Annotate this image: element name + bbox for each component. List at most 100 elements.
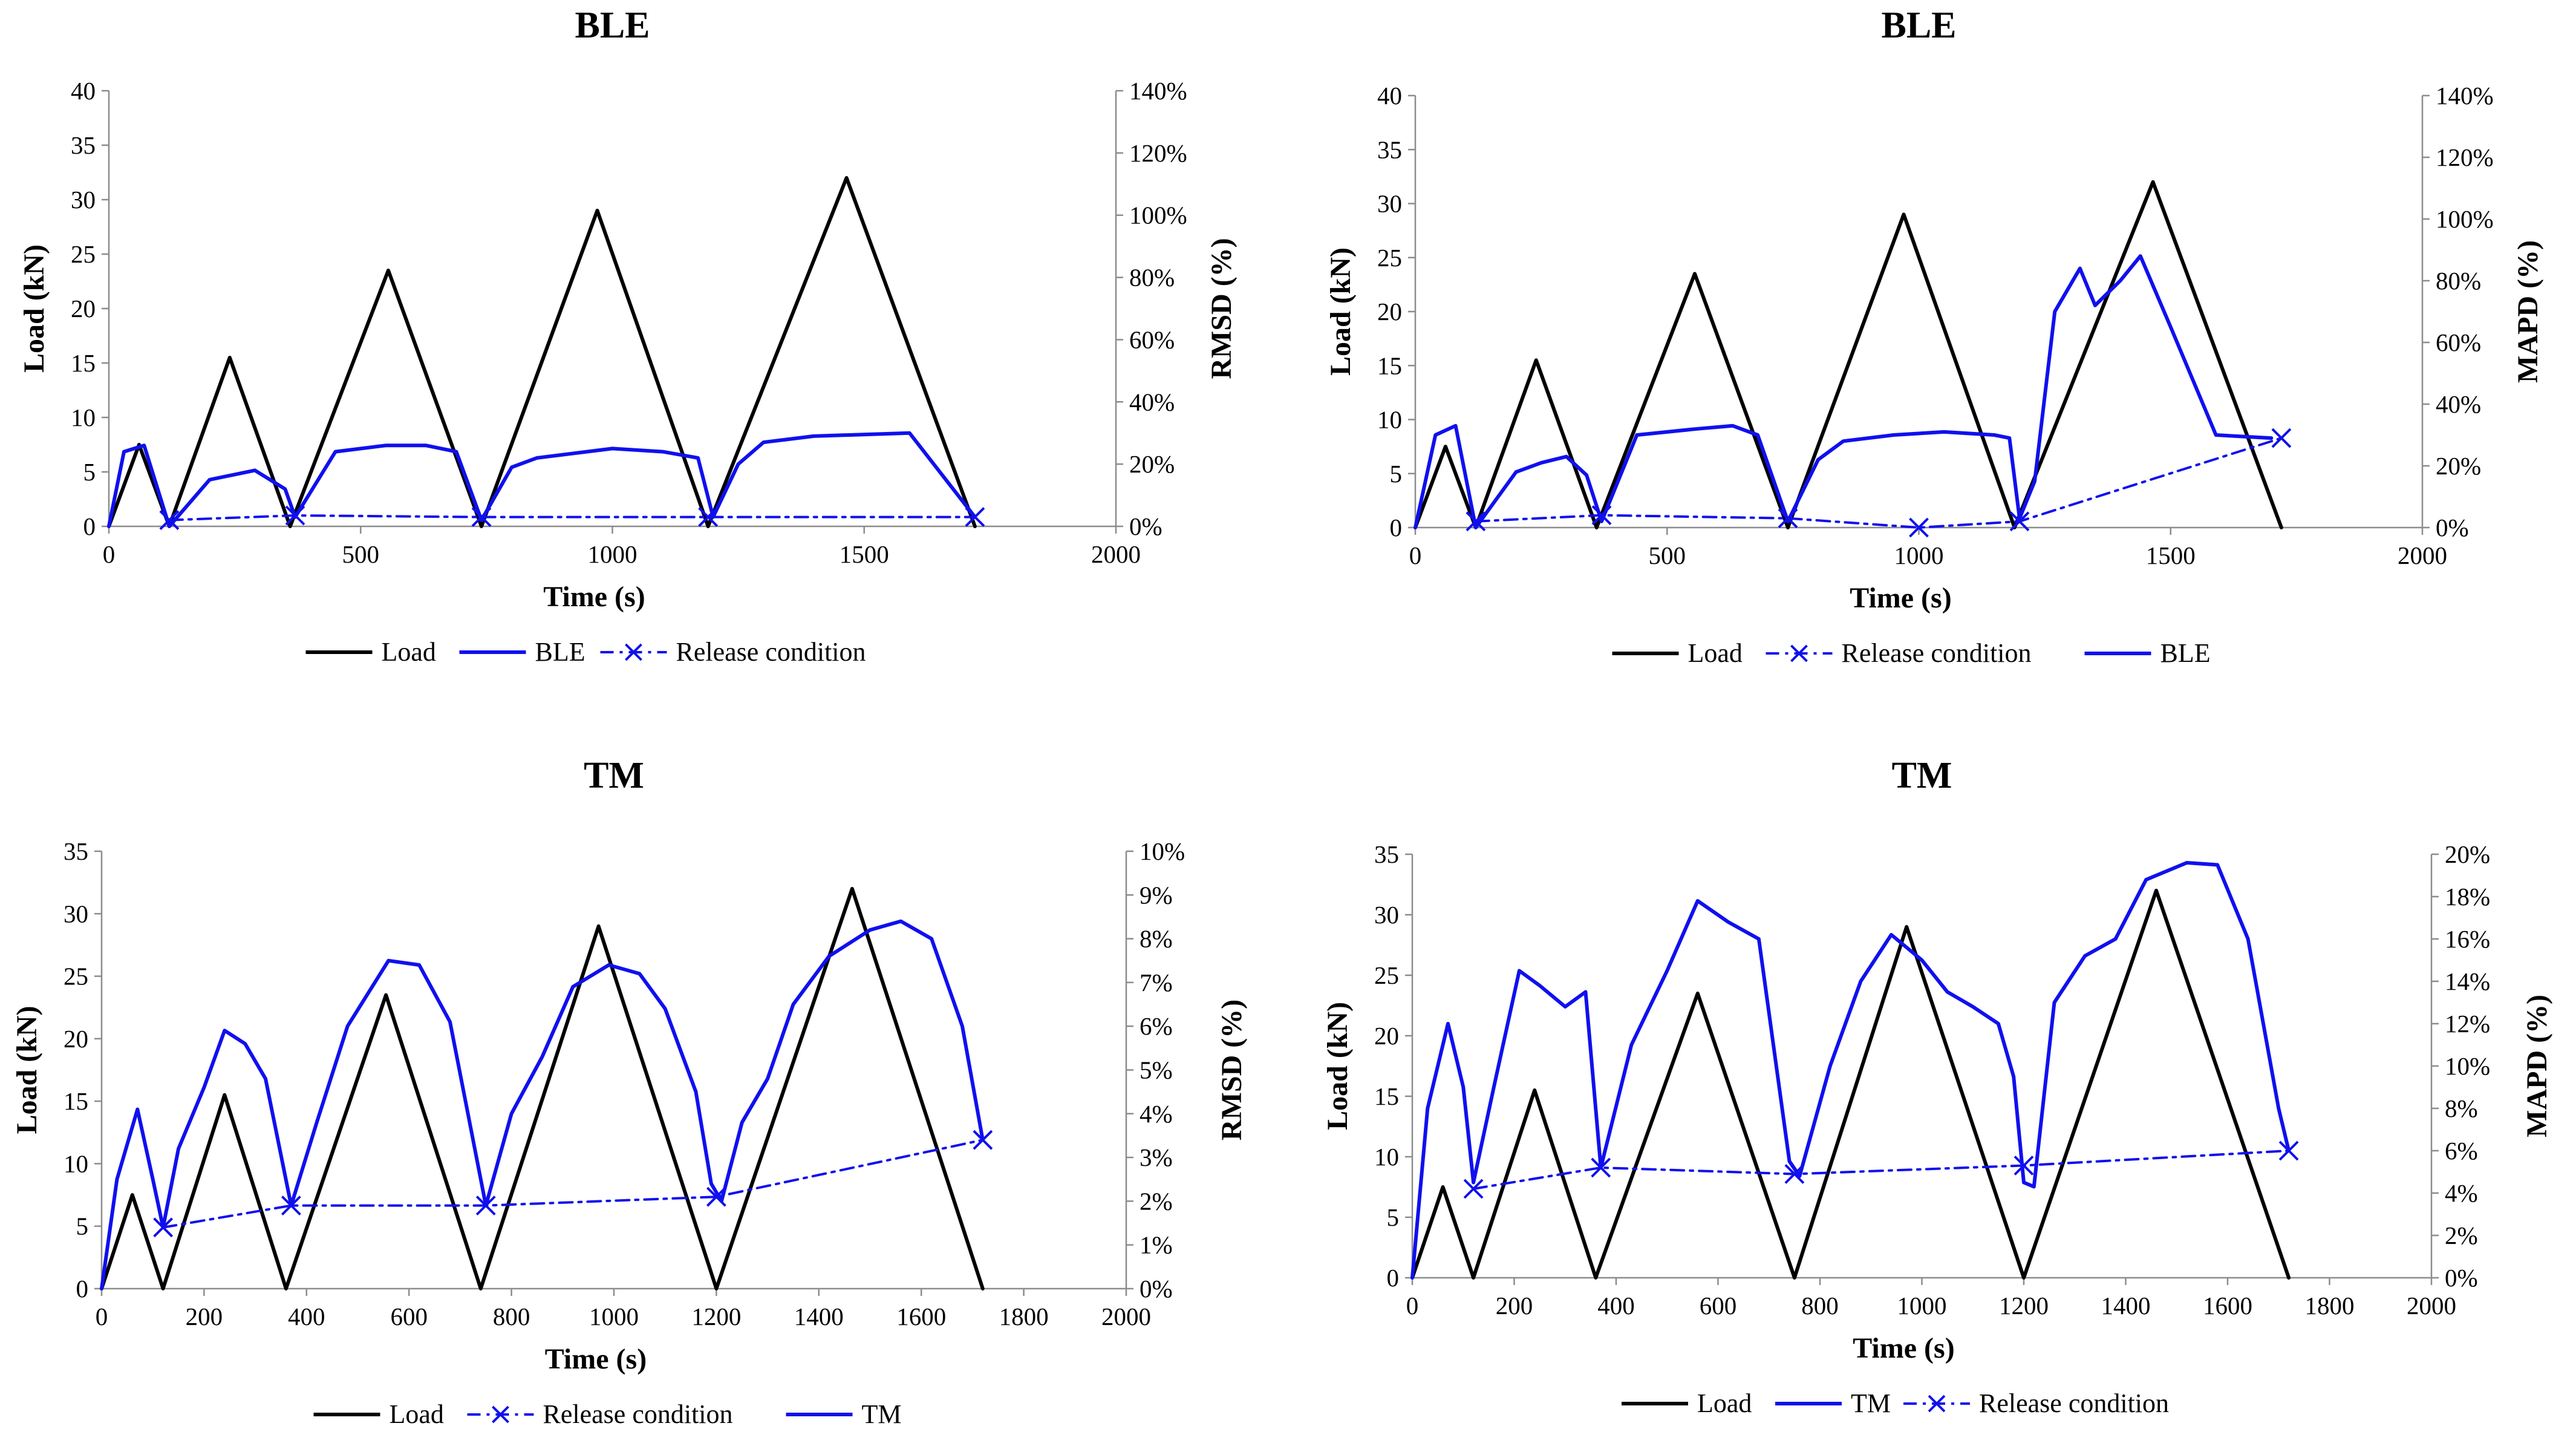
y-tick-label: 25 [1374,961,1399,989]
x-tick-label: 1000 [1897,1292,1947,1320]
y2-tick-label: 12% [2445,1010,2490,1038]
y-tick-label: 20 [1377,298,1402,325]
series-line-release-condition [1474,437,2283,529]
y2-tick-label: 0% [1140,1275,1173,1303]
x-tick-label: 1600 [2203,1292,2252,1320]
chart-tm-rmsd: TM 0 5 10 15 20 25 30 35 0% 1% 2% 3% 4% 5% 6% 7% 8% 9% 10% 0… [11,755,1248,1429]
y2-tick-label: 60% [1129,325,1175,353]
chart-panel-tm-mapd: TM 0 5 10 15 20 25 30 35 0% 2% 4% 6% 8% 10% 12% 14% 16% 18… [1306,750,2565,1452]
legend-label: Load [1688,638,1743,668]
x-tick-label: 1400 [2101,1292,2151,1320]
y2-tick-label: 60% [2436,329,2481,356]
y2-tick-label: 16% [2445,925,2490,953]
y2-tick-label: 4% [2445,1179,2478,1207]
y-axis-label: Load (kN) [18,244,50,373]
y-tick-label: 30 [64,900,88,927]
y2-tick-label: 0% [2445,1264,2478,1292]
legend-label: Load [382,637,436,667]
x-tick-label: 0 [96,1303,108,1330]
y2-tick-label: 80% [2436,267,2481,295]
y-tick-label: 35 [64,837,88,865]
chart-ble-rmsd: BLE 0 5 10 15 20 25 30 35 40 0% 20% 40% 60% 80% 100% 120… [18,5,1237,667]
y-tick-label: 15 [1377,352,1402,379]
y-axis-label: Load (kN) [11,1006,43,1134]
x-tick-label: 1800 [999,1303,1049,1330]
y-tick-label: 5 [1387,1203,1400,1231]
legend-label: TM [1851,1388,1891,1418]
x-tick-label: 200 [186,1303,223,1330]
y2-tick-label: 9% [1140,881,1173,909]
y-tick-label: 40 [71,77,96,105]
chart-title: TM [584,755,644,796]
x-tick-label: 500 [342,540,380,568]
x-tick-label: 1800 [2305,1292,2355,1320]
y2-tick-label: 7% [1140,969,1173,996]
y-tick-label: 0 [76,1275,89,1303]
y2-tick-label: 2% [1140,1187,1173,1215]
y-tick-label: 35 [1377,136,1402,163]
x-tick-label: 1500 [840,540,889,568]
y-tick-label: 10 [71,404,96,431]
chart-ble-mapd: BLE 0 5 10 15 20 25 30 35 40 0% 20% 40% 60% 80% 100% 120… [1325,5,2544,668]
x-tick-label: 2000 [1101,1303,1151,1330]
x-tick-label: 1000 [1894,541,1944,569]
y-axis-label: Load (kN) [1325,247,1357,376]
x-tick-label: 0 [1409,541,1422,569]
y-tick-label: 15 [64,1087,88,1115]
release-condition-marker [1466,511,1486,532]
y2-tick-label: 6% [2445,1137,2478,1165]
release-condition-marker [2009,511,2030,532]
chart-tm-mapd: TM 0 5 10 15 20 25 30 35 0% 2% 4% 6% 8% 10% 12% 14% 16% 18… [1322,755,2553,1418]
legend-label: Load [1697,1388,1752,1418]
series-line-release-condition [1472,1150,2291,1190]
y2-tick-label: 18% [2445,883,2490,911]
release-condition-marker [475,1195,496,1216]
x-axis-label: Time (s) [1853,1332,1954,1364]
x-tick-label: 0 [1406,1292,1419,1320]
y2-tick-label: 100% [2436,205,2494,233]
release-condition-marker [281,1195,301,1216]
x-tick-label: 200 [1496,1292,1533,1320]
y-tick-label: 30 [71,186,96,214]
y2-tick-label: 10% [2445,1052,2490,1080]
y-tick-label: 25 [64,963,88,990]
chart-panel-tm-rmsd: TM 0 5 10 15 20 25 30 35 0% 1% 2% 3% 4% 5% 6% 7% 8% 9% 10% 0… [0,750,1258,1452]
legend-label: TM [862,1399,902,1429]
y2-tick-label: 8% [2445,1094,2478,1122]
y2-axis-label: RMSD (%) [1205,238,1237,379]
y-tick-label: 10 [1374,1143,1399,1171]
y2-tick-label: 20% [2445,840,2490,868]
y2-tick-label: 4% [1140,1100,1173,1128]
y2-axis-label: MAPD (%) [2512,240,2544,383]
legend-marker [492,1405,509,1424]
y-tick-label: 15 [71,349,96,377]
release-condition-marker [153,1217,174,1238]
x-axis-label: Time (s) [543,581,645,613]
y2-tick-label: 20% [2436,452,2481,480]
release-condition-marker [1784,1164,1805,1184]
y2-tick-label: 3% [1140,1143,1173,1171]
release-condition-marker [1778,508,1798,529]
chart-panel-ble-rmsd: BLE 0 5 10 15 20 25 30 35 40 0% 20% 40% 60% 80% 100% 120… [0,0,1258,708]
legend-label: BLE [2160,638,2211,668]
y-tick-label: 25 [1377,244,1402,272]
y2-tick-label: 8% [1140,925,1173,953]
y2-tick-label: 0% [2436,514,2469,541]
y-tick-label: 30 [1374,901,1399,929]
x-axis-label: Time (s) [1850,582,1951,614]
x-tick-label: 800 [493,1303,530,1330]
y2-tick-label: 14% [2445,967,2490,995]
series-line-load [1414,180,2283,529]
y-axis-label: Load (kN) [1322,1002,1354,1130]
series-line-ble [107,431,977,528]
y2-tick-label: 20% [1129,450,1175,478]
y-tick-label: 10 [1377,406,1402,434]
x-tick-label: 1600 [896,1303,946,1330]
release-condition-marker [285,505,305,526]
y-tick-label: 5 [83,458,96,486]
y2-tick-label: 120% [2436,143,2494,171]
chart-title: TM [1892,755,1952,796]
y-tick-label: 25 [71,240,96,268]
x-axis-label: Time (s) [545,1343,647,1375]
x-tick-label: 2000 [1091,540,1141,568]
